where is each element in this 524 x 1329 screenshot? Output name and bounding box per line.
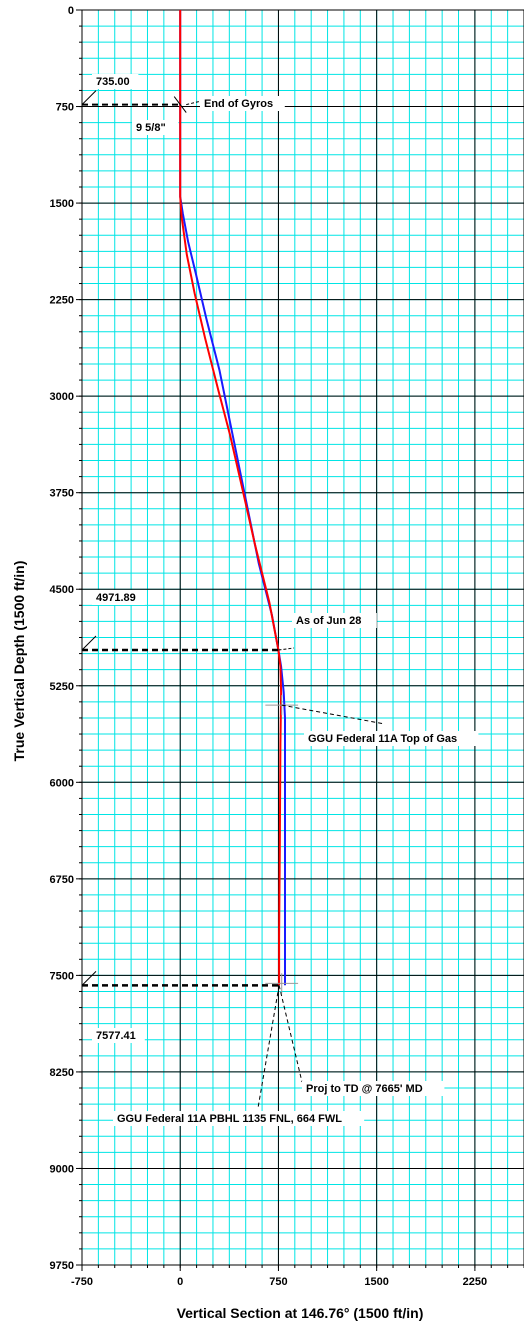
depth-marker-4971-label-group: 4971.89 [92, 590, 145, 605]
y-tick-label: 5250 [50, 681, 74, 693]
pbhl-label: GGU Federal 11A PBHL 1135 FNL, 664 FWL [117, 1113, 342, 1125]
casing-label-group: 9 5/8" [132, 120, 179, 135]
top-of-gas-label-group: GGU Federal 11A Top of Gas [304, 731, 479, 746]
depth-marker-7577-label-group: 7577.41 [92, 1028, 145, 1043]
end-of-gyros-label-group: End of Gyros [200, 96, 285, 111]
annotations: 735.00 End of Gyros 9 5/8" 4971.89 As of Jun… [81, 74, 479, 1126]
end-of-gyros-label-bg [200, 96, 285, 111]
as-of-label: As of Jun 28 [296, 615, 361, 627]
depth-marker-7577-label-bg [92, 1028, 145, 1043]
proj-td-label-bg [302, 1081, 445, 1096]
y-tick-label: 9000 [50, 1163, 74, 1175]
x-tick-label: 1500 [364, 1276, 388, 1288]
y-tick-label: 2250 [50, 295, 74, 307]
major-grid [81, 9, 524, 1266]
x-axis-label: Vertical Section at 146.76° (1500 ft/in) [177, 1305, 424, 1321]
proj-td-label: Proj to TD @ 7665' MD [306, 1083, 423, 1095]
top-of-gas-label: GGU Federal 11A Top of Gas [308, 733, 457, 745]
as-of-label-group: As of Jun 28 [292, 613, 377, 628]
x-tick-label: -750 [71, 1276, 93, 1288]
depth-marker-735-label-group: 735.00 [92, 74, 139, 89]
end-of-gyros-label: End of Gyros [204, 98, 273, 110]
pbhl-leader [257, 985, 280, 1109]
series-line-1 [179, 10, 286, 986]
axis-ticks: 0750150022503000375045005250600067507500… [50, 5, 524, 1288]
pbhl-label-bg [113, 1111, 365, 1126]
minor-grid [81, 9, 524, 1266]
y-tick-label: 6000 [50, 777, 74, 789]
casing-symbol [173, 96, 187, 113]
proj-td-label-group: Proj to TD @ 7665' MD [302, 1081, 445, 1096]
series-line-2 [179, 10, 283, 986]
y-tick-label: 3750 [50, 488, 74, 500]
casing-label: 9 5/8" [136, 122, 166, 134]
y-tick-label: 9750 [50, 1260, 74, 1272]
y-tick-label: 0 [68, 5, 74, 17]
casing-label-bg [132, 120, 179, 135]
y-axis-label: True Vertical Depth (1500 ft/in) [11, 561, 27, 762]
y-tick-label: 4500 [50, 584, 74, 596]
x-tick-label: 750 [269, 1276, 287, 1288]
depth-marker-4971-label-bg [92, 590, 145, 605]
depth-marker-735-label: 735.00 [96, 76, 130, 88]
y-tick-label: 8250 [50, 1067, 74, 1079]
proj-td-leader [278, 985, 303, 1083]
depth-marker-7577-label: 7577.41 [96, 1030, 136, 1042]
end-of-gyros-leader [186, 100, 204, 106]
y-tick-label: 3000 [50, 391, 74, 403]
x-tick-label: 2250 [463, 1276, 487, 1288]
depth-marker-735-leader [81, 90, 97, 105]
y-tick-label: 1500 [50, 198, 74, 210]
series-layer [179, 10, 286, 986]
as-of-label-bg [292, 613, 377, 628]
top-of-gas-leader [281, 704, 386, 725]
depth-marker-7577-leader [81, 970, 97, 986]
depth-marker-4971-label: 4971.89 [96, 592, 136, 604]
y-tick-label: 7500 [50, 970, 74, 982]
depth-marker-4971-leader [81, 635, 97, 651]
top-of-gas-label-bg [304, 731, 479, 746]
as-of-leader [278, 647, 295, 651]
pbhl-label-group: GGU Federal 11A PBHL 1135 FNL, 664 FWL [113, 1111, 365, 1126]
y-tick-label: 6750 [50, 874, 74, 886]
y-tick-label: 750 [56, 102, 74, 114]
x-tick-label: 0 [177, 1276, 183, 1288]
depth-marker-735-label-bg [92, 74, 139, 89]
